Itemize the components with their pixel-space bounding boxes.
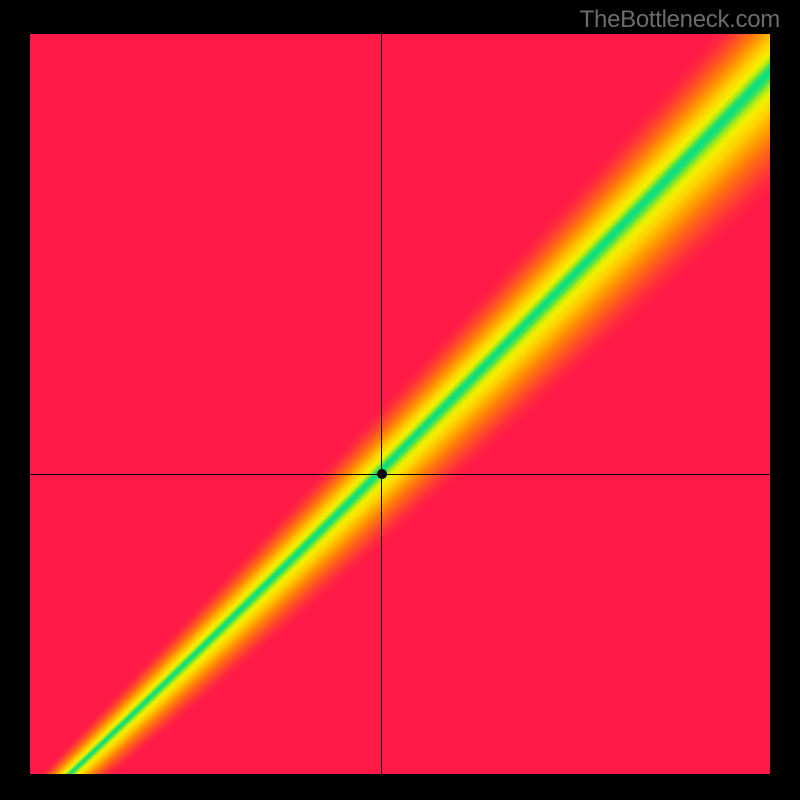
- data-point: [377, 469, 387, 479]
- crosshair-vertical: [381, 34, 382, 774]
- chart-frame: TheBottleneck.com: [0, 0, 800, 800]
- heatmap-canvas: [30, 34, 770, 774]
- plot-area: [30, 34, 770, 774]
- crosshair-horizontal: [30, 474, 770, 475]
- watermark-text: TheBottleneck.com: [580, 6, 780, 34]
